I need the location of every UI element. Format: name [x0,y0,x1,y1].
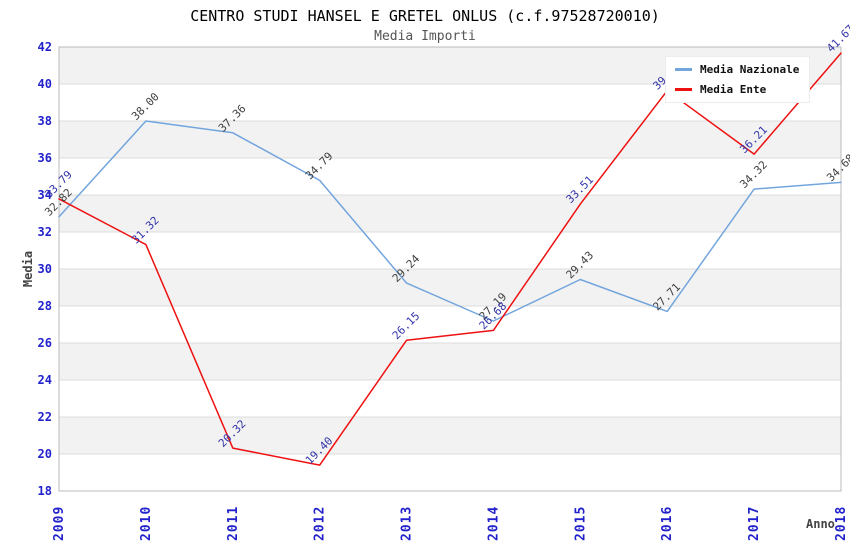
chart-subtitle: Media Importi [374,29,476,44]
legend-swatch-media-nazionale [675,68,692,71]
y-axis-tick-labels: 42 40 38 36 34 32 30 28 26 24 22 20 18 [38,40,52,498]
y-tick-label: 36 [38,151,52,165]
y-tick-label: 32 [38,225,52,239]
x-tick-label: 2018 [834,506,849,541]
x-tick-label: 2014 [486,506,501,541]
x-tick-label: 2016 [660,506,675,541]
y-tick-label: 30 [38,262,52,276]
legend-label-media-ente: Media Ente [700,83,767,96]
x-tick-label: 2011 [226,506,241,541]
legend-swatch-media-ente [675,88,692,91]
y-tick-label: 38 [38,114,52,128]
x-tick-label: 2009 [52,506,67,541]
data-point-label: 26.15 [390,309,423,342]
data-point-label: 38.00 [129,90,162,123]
x-axis-label: Anno [806,517,835,531]
y-tick-label: 40 [38,77,52,91]
x-axis-tick-labels: 2009 2010 2011 2012 2013 2014 2015 2016 2017 2018 [52,506,849,541]
x-tick-label: 2013 [400,506,415,541]
legend-item-media-nazionale: Media Nazionale [675,63,799,76]
y-tick-label: 34 [38,188,52,202]
y-tick-label: 42 [38,40,52,54]
x-tick-label: 2017 [747,506,762,541]
data-point-label: 41.67 [824,22,850,55]
y-tick-label: 20 [38,447,52,461]
y-tick-label: 24 [38,373,52,387]
legend: Media Nazionale Media Ente [665,56,811,103]
y-tick-label: 22 [38,410,52,424]
plot-border [58,46,842,492]
y-tick-label: 18 [38,484,52,498]
x-tick-label: 2012 [313,506,328,541]
y-axis-label: Media [21,250,36,288]
series-line-media-nazionale [58,120,842,322]
x-tick-label: 2015 [573,506,588,541]
y-tick-label: 28 [38,299,52,313]
y-tick-label: 26 [38,336,52,350]
series-line-media-ente [58,52,842,466]
data-point-label: 34.32 [737,158,770,191]
x-tick-label: 2010 [139,506,154,541]
legend-item-media-ente: Media Ente [675,83,799,96]
chart-title: CENTRO STUDI HANSEL E GRETEL ONLUS (c.f.… [190,7,660,25]
legend-label-media-nazionale: Media Nazionale [700,63,800,76]
plot-bands [59,47,841,454]
